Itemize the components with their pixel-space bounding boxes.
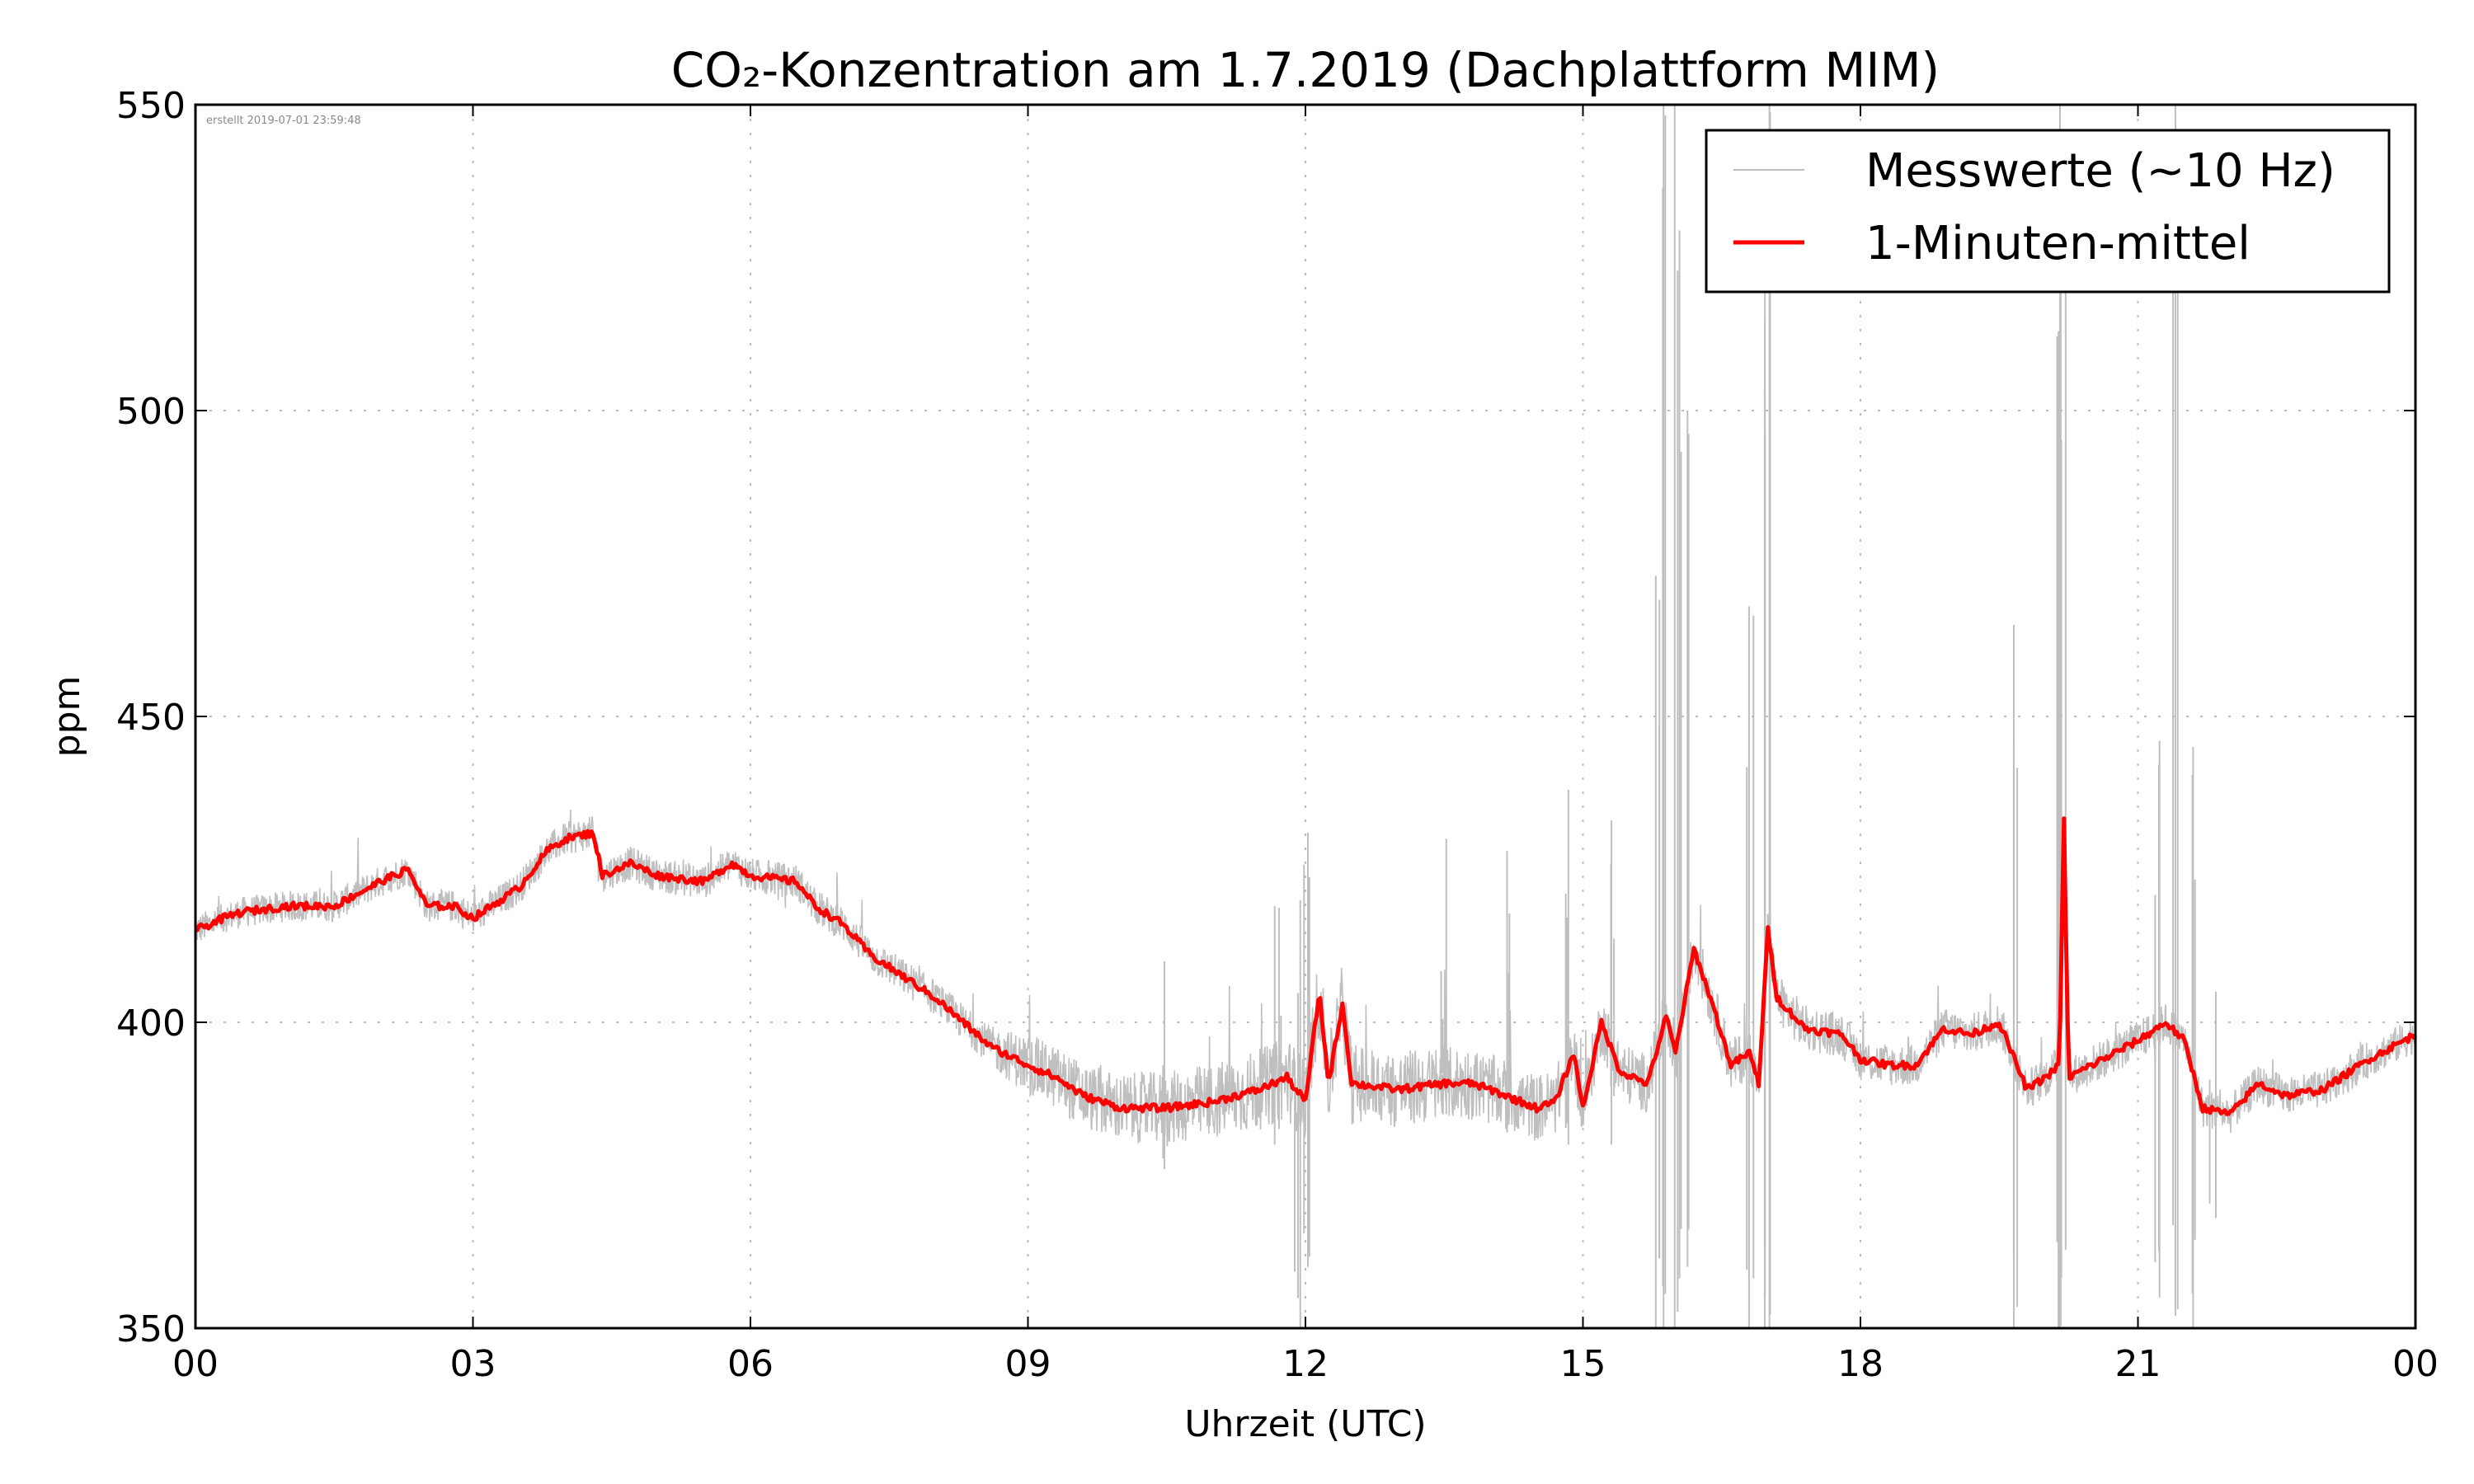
messwerte-line (195, 809, 2416, 1144)
y-tick-label: 350 (116, 1308, 186, 1350)
x-tick-label: 03 (450, 1343, 496, 1385)
legend-box (1705, 129, 2391, 294)
y-tick-label: 550 (116, 85, 186, 127)
x-axis-label: Uhrzeit (UTC) (1184, 1403, 1426, 1445)
plot-area (195, 105, 2417, 1328)
y-tick-label: 400 (116, 1003, 186, 1045)
legend-label-mittel: 1-Minuten-mittel (1865, 217, 2251, 270)
x-tick-label: 15 (1560, 1343, 1606, 1385)
mittel-line (195, 816, 2417, 1116)
x-tick-label: 00 (172, 1343, 219, 1385)
legend-label-messwerte: Messwerte (~10 Hz) (1865, 144, 2335, 198)
y-axis-label: ppm (46, 676, 88, 758)
x-tick-label: 09 (1005, 1343, 1051, 1385)
x-tick-label: 12 (1282, 1343, 1329, 1385)
created-timestamp: erstellt 2019-07-01 23:59:48 (206, 115, 361, 127)
y-tick-label: 450 (116, 697, 186, 739)
x-tick-label: 21 (2115, 1343, 2161, 1385)
y-tick-label: 500 (116, 391, 186, 433)
x-tick-label: 00 (2392, 1343, 2439, 1385)
grid (195, 105, 2415, 1328)
x-tick-label: 06 (727, 1343, 774, 1385)
x-tick-label: 18 (1837, 1343, 1884, 1385)
chart-title: CO₂-Konzentration am 1.7.2019 (Dachplatt… (671, 42, 1940, 98)
legend: Messwerte (~10 Hz) 1-Minuten-mittel (1705, 129, 2391, 294)
